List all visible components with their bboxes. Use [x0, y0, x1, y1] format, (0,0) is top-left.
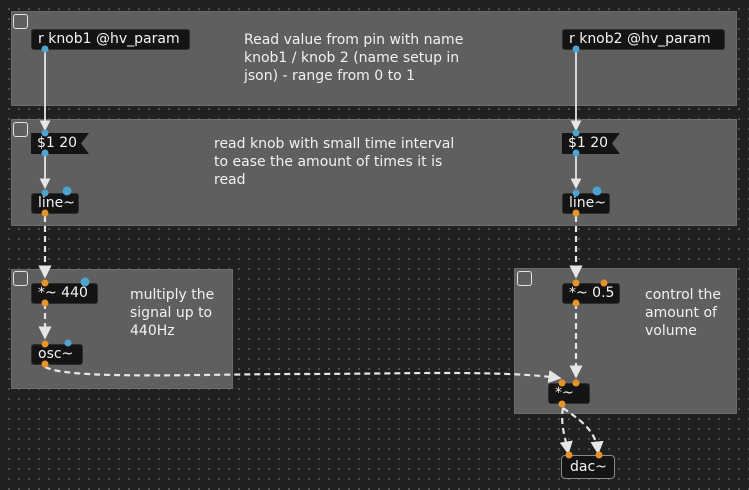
inlet-line-left-1 — [41, 189, 49, 197]
inlet-mult05-2 — [600, 279, 608, 287]
outlet-msg-left — [41, 149, 49, 157]
cord-osc-to-multout — [44, 366, 562, 384]
inlet-mult440-2 — [80, 277, 90, 287]
inlet-line-left-2 — [62, 186, 72, 196]
cord-multout-to-dac-left — [559, 407, 573, 455]
inlet-msg-right — [572, 129, 580, 137]
message-box-left[interactable]: $1 20 — [31, 133, 89, 154]
line-object-left[interactable]: line~ — [31, 193, 79, 214]
osc-object[interactable]: osc~ — [31, 344, 83, 365]
cord-multout-to-dac-right — [562, 407, 604, 455]
panel-smooth-checkbox[interactable] — [13, 122, 28, 137]
multiply-440-object[interactable]: *~ 440 — [31, 283, 98, 304]
comment-volume: control the amount of volume — [645, 287, 721, 339]
outlet-knob2 — [572, 45, 580, 53]
outlet-msg-right — [572, 149, 580, 157]
line-object-right[interactable]: line~ — [562, 193, 610, 214]
comment-read-knobs: Read value from pin with name knob1 / kn… — [244, 32, 464, 84]
dac-object[interactable]: dac~ — [561, 455, 615, 479]
outlet-mult440 — [41, 299, 49, 307]
inlet-line-right-1 — [572, 189, 580, 197]
comment-frequency: multiply the signal up to 440Hz — [130, 287, 215, 339]
panel-frequency-checkbox[interactable] — [13, 271, 28, 286]
multiply-volume-object[interactable]: *~ 0.5 — [562, 283, 620, 304]
comment-smooth-knobs: read knob with small time interval to ea… — [214, 136, 455, 188]
inlet-osc-1 — [41, 340, 49, 348]
multiply-output-object[interactable]: *~ — [548, 383, 590, 404]
panel-volume-checkbox[interactable] — [517, 271, 532, 286]
message-box-right[interactable]: $1 20 — [562, 133, 620, 154]
outlet-osc — [41, 360, 49, 368]
inlet-multout-1 — [558, 379, 566, 387]
outlet-multout — [558, 400, 566, 408]
receive-knob2-object[interactable]: r knob2 @hv_param — [562, 29, 725, 50]
panel-read-knobs[interactable] — [11, 11, 737, 106]
inlet-mult05-1 — [572, 279, 580, 287]
inlet-dac-right — [595, 451, 603, 459]
inlet-multout-2 — [572, 379, 580, 387]
panel-read-checkbox[interactable] — [13, 14, 28, 29]
outlet-line-right — [572, 209, 580, 217]
inlet-msg-left — [41, 129, 49, 137]
inlet-line-right-2 — [592, 186, 602, 196]
receive-knob1-object[interactable]: r knob1 @hv_param — [31, 29, 190, 50]
inlet-dac-left — [565, 451, 573, 459]
inlet-mult440-1 — [41, 279, 49, 287]
outlet-mult05 — [572, 299, 580, 307]
outlet-knob1 — [41, 45, 49, 53]
outlet-line-left — [41, 209, 49, 217]
inlet-osc-2 — [64, 339, 72, 347]
